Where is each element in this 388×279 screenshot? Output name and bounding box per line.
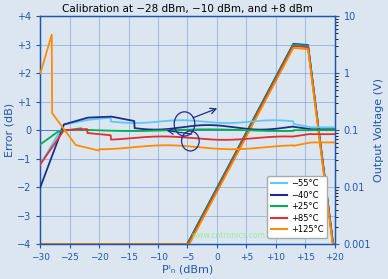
Y-axis label: Output Voltage (V): Output Voltage (V): [374, 78, 384, 182]
Legend: −55°C, −40°C, +25°C, +85°C, +125°C: −55°C, −40°C, +25°C, +85°C, +125°C: [267, 176, 327, 238]
X-axis label: Pᴵₙ (dBm): Pᴵₙ (dBm): [162, 265, 213, 275]
Y-axis label: Error (dB): Error (dB): [4, 103, 14, 157]
Title: Calibration at −28 dBm, −10 dBm, and +8 dBm: Calibration at −28 dBm, −10 dBm, and +8 …: [62, 4, 313, 14]
Text: www.cntronics.com: www.cntronics.com: [192, 231, 266, 240]
